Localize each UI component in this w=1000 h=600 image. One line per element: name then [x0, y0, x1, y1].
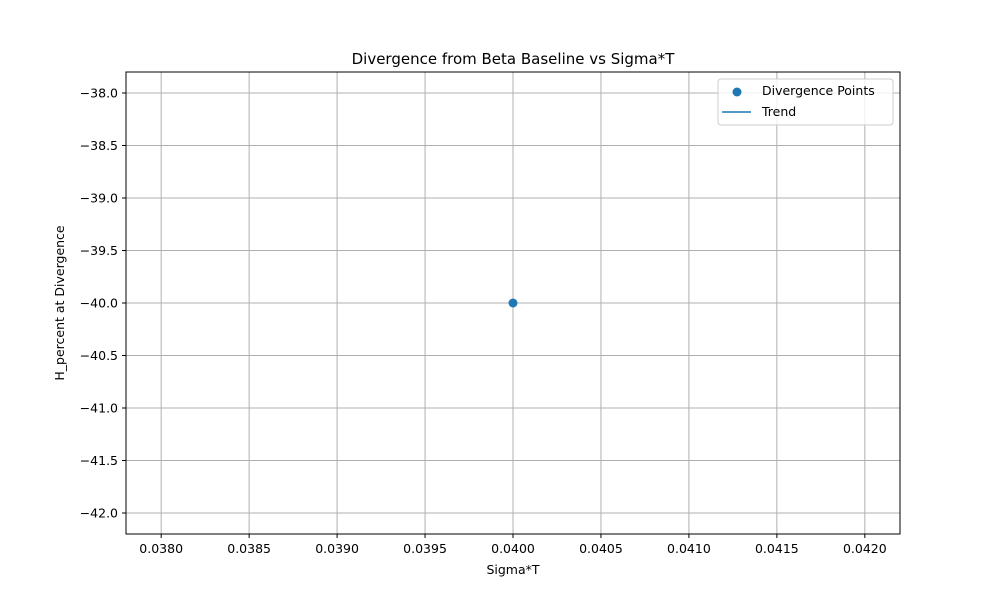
x-axis-label: Sigma*T	[486, 562, 539, 577]
legend-marker-divergence-points	[732, 87, 742, 97]
y-tick-label: −41.0	[80, 401, 118, 416]
x-tick-label: 0.0420	[843, 541, 887, 556]
y-tick-label: −42.0	[80, 506, 118, 521]
y-tick-label: −38.0	[80, 86, 118, 101]
y-tick-label: −40.5	[80, 348, 118, 363]
x-tick-label: 0.0380	[139, 541, 183, 556]
x-tick-label: 0.0400	[491, 541, 535, 556]
legend-label-divergence-points: Divergence Points	[762, 83, 875, 98]
x-tick-label: 0.0395	[403, 541, 447, 556]
x-tick-label: 0.0390	[315, 541, 359, 556]
y-tick-label: −41.5	[80, 453, 118, 468]
x-tick-label: 0.0405	[579, 541, 623, 556]
x-tick-label: 0.0415	[755, 541, 799, 556]
x-axis-ticks: 0.0380 0.0385 0.0390 0.0395 0.0400 0.0405 0.04…	[139, 534, 887, 556]
x-tick-label: 0.0385	[227, 541, 271, 556]
data-marks	[508, 298, 518, 308]
y-axis-label: H_percent at Divergence	[52, 225, 67, 381]
legend-box	[717, 78, 894, 126]
y-tick-label: −40.0	[80, 296, 118, 311]
y-tick-label: −39.0	[80, 191, 118, 206]
scatter-point	[508, 298, 518, 308]
y-axis-ticks: −38.0 −38.5 −39.0 −39.5 −40.0 −40.5 −41.0 −41.5…	[80, 86, 126, 521]
y-tick-label: −38.5	[80, 138, 118, 153]
x-tick-label: 0.0410	[667, 541, 711, 556]
legend-label-trend: Trend	[761, 104, 796, 119]
chart-title: Divergence from Beta Baseline vs Sigma*T	[352, 50, 676, 68]
legend: Divergence Points Trend	[717, 78, 894, 126]
y-tick-label: −39.5	[80, 243, 118, 258]
